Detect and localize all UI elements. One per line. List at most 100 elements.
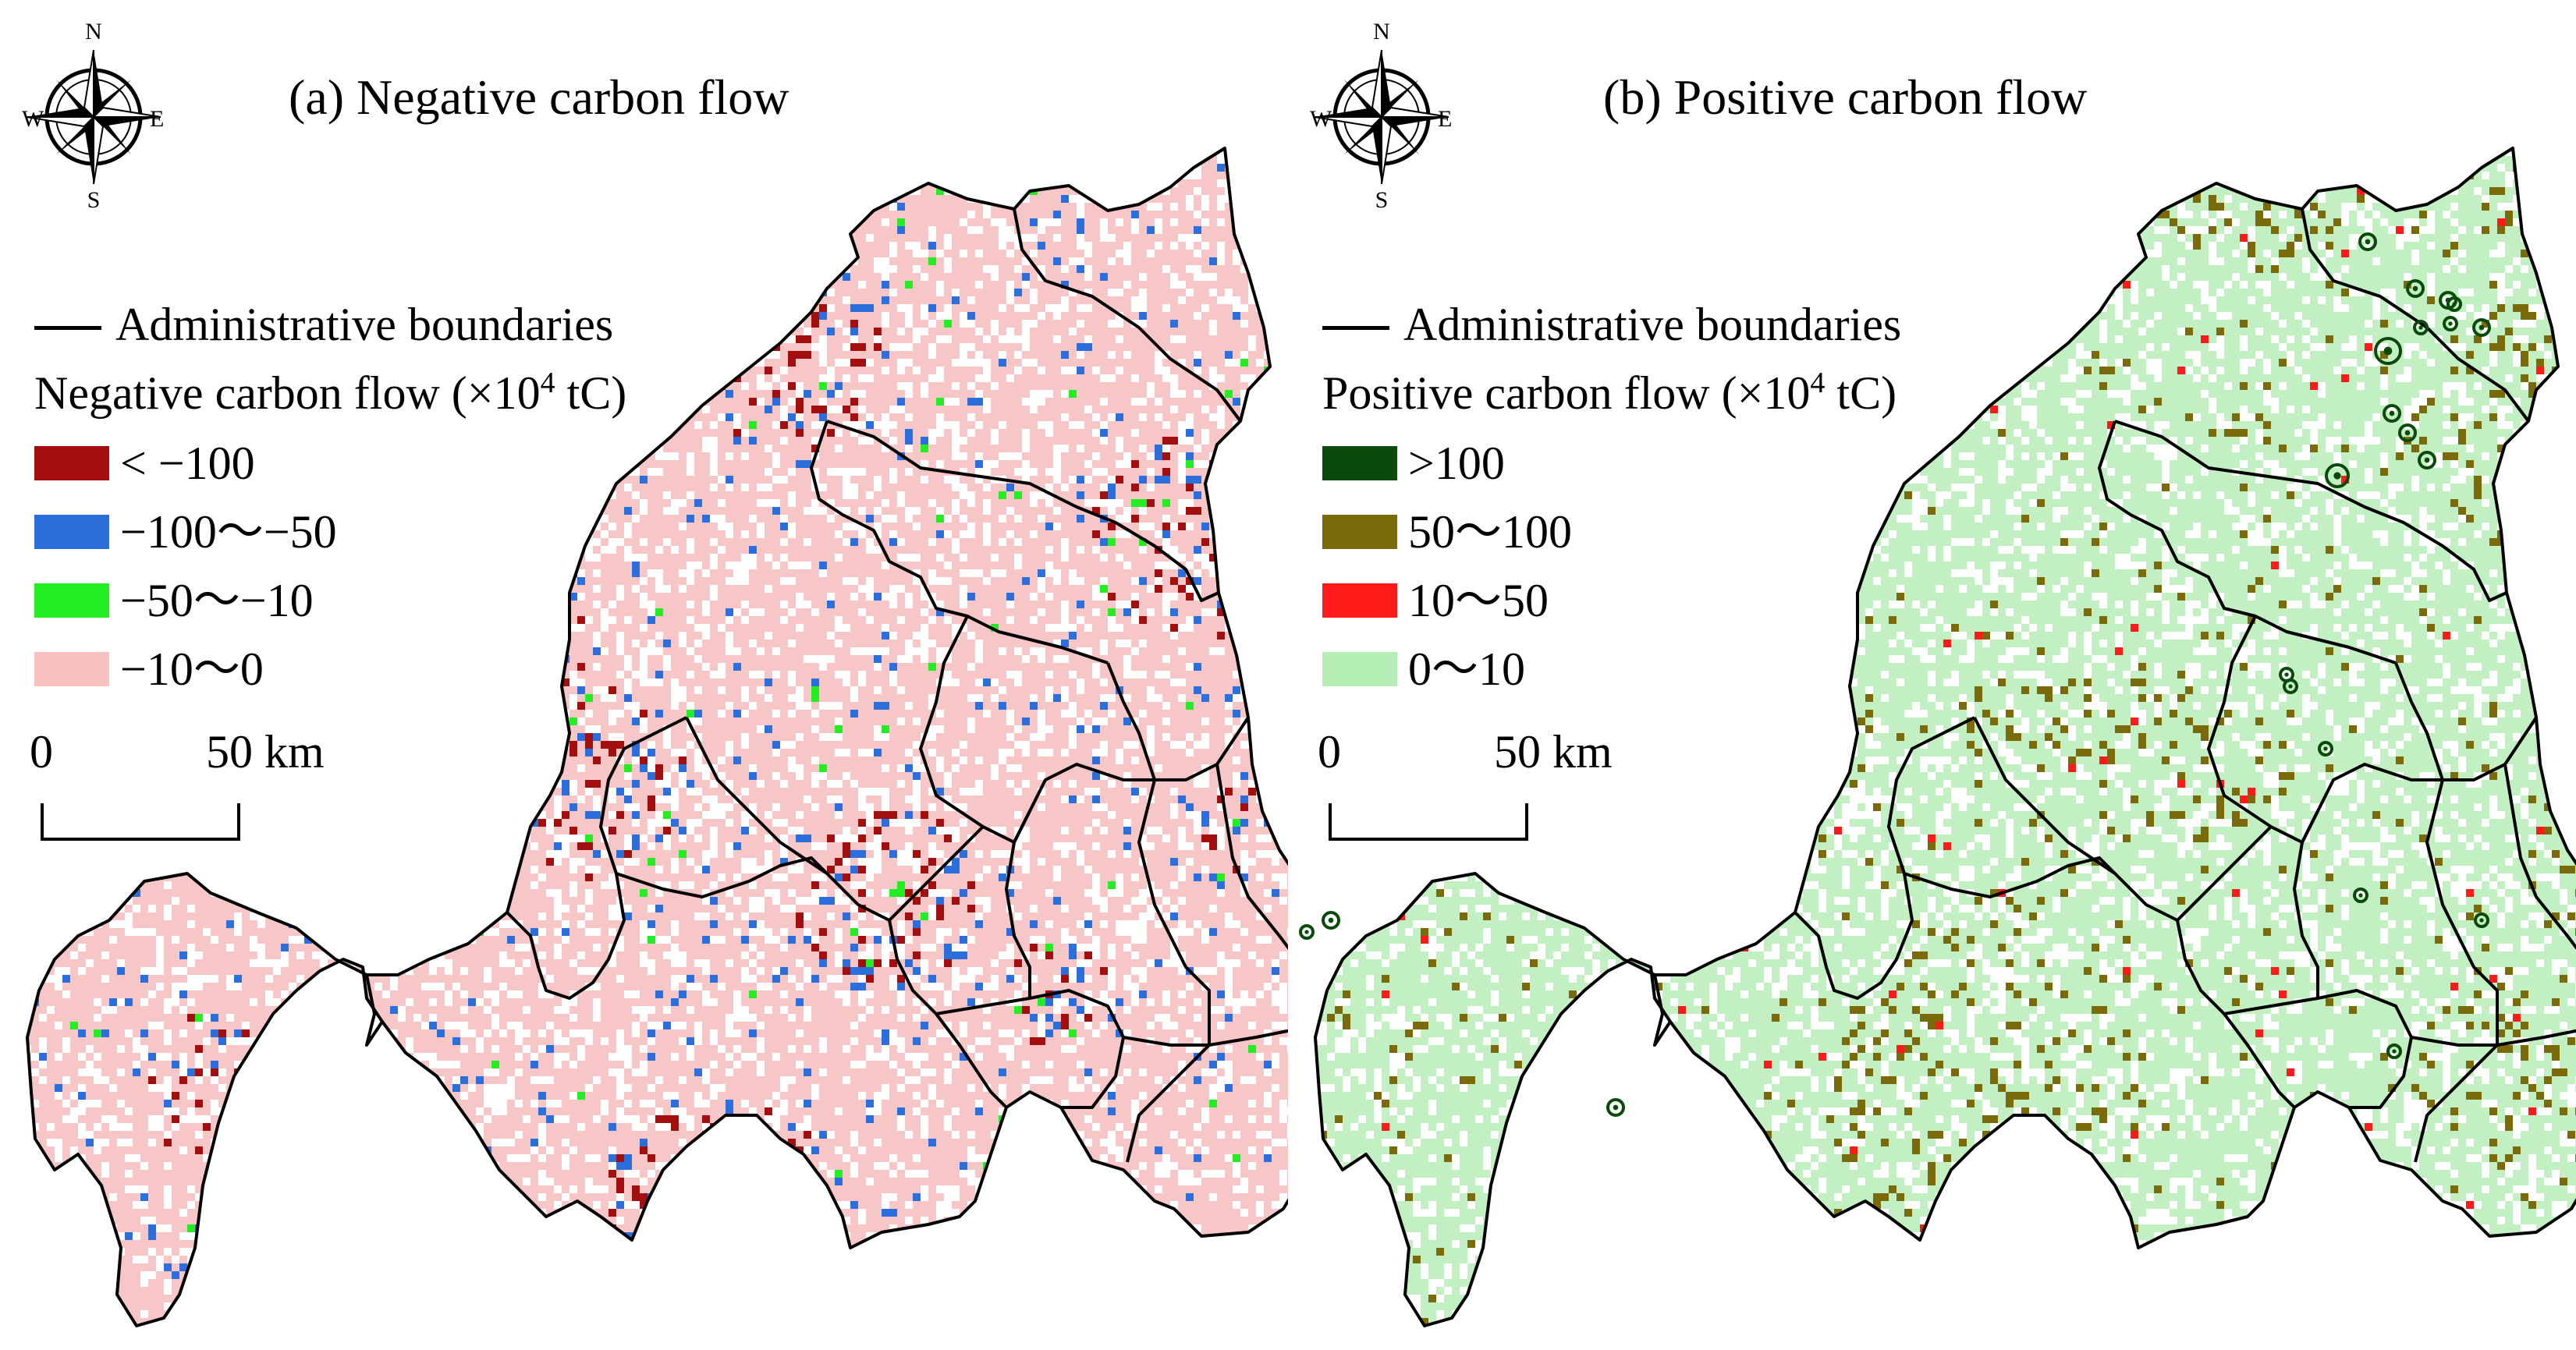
raster-cell: [484, 140, 491, 148]
raster-cell: [27, 445, 31, 452]
raster-cell: [858, 265, 866, 273]
raster-cell: [413, 203, 421, 211]
raster-cell: [125, 257, 133, 265]
raster-cell: [1279, 367, 1287, 374]
raster-cell: [640, 265, 648, 273]
raster-cell: [960, 406, 967, 413]
raster-cell: [1186, 250, 1194, 257]
raster-cell: [905, 250, 913, 257]
raster-cell: [749, 351, 757, 359]
raster-cell: [70, 304, 78, 312]
raster-cell: [1116, 421, 1123, 429]
raster-cell: [835, 367, 843, 374]
raster-cell: [1233, 398, 1240, 406]
raster-cell: [250, 281, 257, 289]
raster-cell: [1069, 156, 1077, 164]
raster-cell: [460, 148, 468, 156]
raster-cell: [882, 195, 889, 203]
raster-cell: [1139, 211, 1147, 218]
raster-cell: [8, 179, 16, 187]
raster-cell: [335, 445, 343, 452]
raster-cell: [788, 195, 796, 203]
raster-cell: [398, 273, 406, 281]
raster-cell: [1194, 359, 1201, 367]
raster-cell: [1116, 211, 1123, 218]
raster-cell: [211, 164, 218, 172]
raster-cell: [491, 156, 499, 164]
raster-cell: [1092, 156, 1100, 164]
raster-cell: [671, 367, 679, 374]
raster-cell: [328, 140, 335, 148]
raster-cell: [1022, 382, 1030, 390]
raster-cell: [1209, 156, 1217, 164]
raster-cell: [632, 234, 640, 242]
raster-cell: [928, 359, 936, 367]
raster-cell: [16, 437, 23, 445]
raster-cell: [211, 289, 218, 296]
raster-cell: [242, 172, 250, 179]
raster-cell: [382, 289, 390, 296]
raster-cell: [843, 437, 850, 445]
raster-cell: [671, 289, 679, 296]
raster-cell: [1264, 242, 1272, 250]
raster-cell: [39, 351, 47, 359]
raster-cell: [757, 265, 765, 273]
raster-cell: [741, 406, 749, 413]
raster-cell: [187, 421, 195, 429]
raster-cell: [1069, 226, 1077, 234]
raster-cell: [140, 273, 148, 281]
raster-cell: [546, 226, 554, 234]
raster-cell: [47, 250, 55, 257]
raster-cell: [640, 156, 648, 164]
raster-cell: [921, 359, 928, 367]
raster-cell: [1162, 218, 1170, 226]
raster-cell: [874, 320, 882, 328]
raster-cell: [710, 195, 718, 203]
raster-cell: [8, 359, 16, 367]
raster-cell: [117, 242, 125, 250]
raster-cell: [765, 257, 772, 265]
raster-cell: [312, 172, 320, 179]
raster-cell: [1225, 226, 1233, 234]
raster-cell: [195, 218, 203, 226]
raster-cell: [921, 234, 928, 242]
raster-cell: [569, 257, 577, 265]
raster-cell: [913, 437, 921, 445]
raster-cell: [1162, 273, 1170, 281]
raster-cell: [648, 367, 655, 374]
raster-cell: [655, 421, 663, 429]
raster-cell: [609, 265, 616, 273]
raster-cell: [640, 406, 648, 413]
raster-cell: [655, 374, 663, 382]
raster-cell: [819, 367, 827, 374]
raster-cell: [952, 172, 960, 179]
raster-cell: [897, 234, 905, 242]
raster-cell: [1155, 257, 1162, 265]
raster-cell: [765, 195, 772, 203]
raster-cell: [702, 140, 710, 148]
raster-cell: [1061, 335, 1069, 343]
raster-cell: [1123, 211, 1131, 218]
raster-cell: [866, 257, 874, 265]
raster-cell: [999, 179, 1006, 187]
raster-cell: [827, 164, 835, 172]
raster-cell: [507, 265, 515, 273]
raster-cell: [226, 172, 234, 179]
raster-cell: [515, 242, 523, 250]
raster-cell: [1131, 359, 1139, 367]
raster-cell: [1061, 382, 1069, 390]
raster-cell: [1022, 273, 1030, 281]
raster-cell: [304, 351, 312, 359]
raster-cell: [913, 374, 921, 382]
raster-cell: [765, 320, 772, 328]
raster-cell: [835, 250, 843, 257]
raster-cell: [663, 289, 671, 296]
raster-cell: [27, 413, 31, 421]
raster-cell: [726, 351, 733, 359]
raster-cell: [499, 281, 507, 289]
raster-cell: [593, 289, 601, 296]
raster-cell: [804, 140, 811, 148]
raster-cell: [1170, 187, 1178, 195]
raster-cell: [1006, 398, 1014, 406]
raster-cell: [94, 234, 101, 242]
